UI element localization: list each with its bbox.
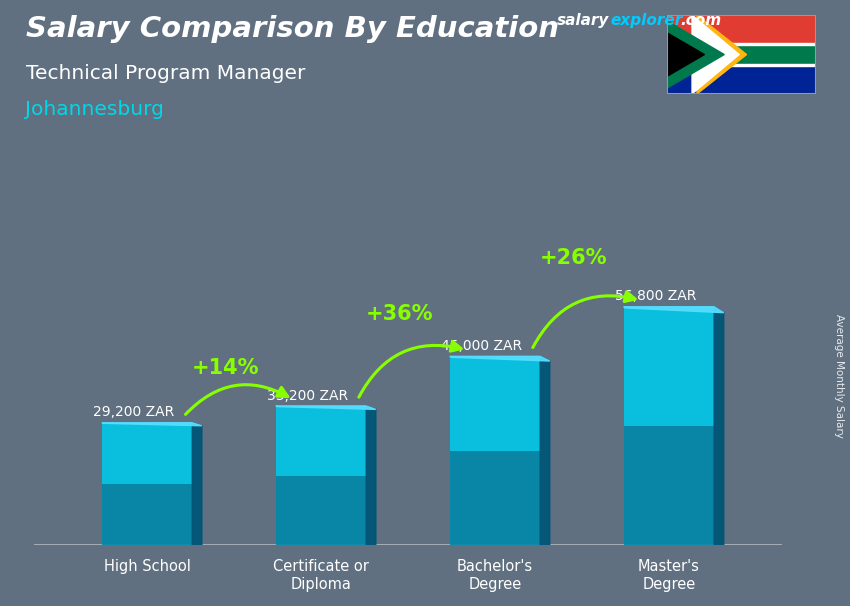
Text: 29,200 ZAR: 29,200 ZAR bbox=[94, 405, 174, 419]
Text: 56,800 ZAR: 56,800 ZAR bbox=[615, 290, 696, 304]
Bar bbox=[450, 356, 541, 451]
Polygon shape bbox=[192, 423, 201, 545]
Text: Technical Program Manager: Technical Program Manager bbox=[26, 64, 305, 82]
Polygon shape bbox=[692, 15, 740, 94]
Text: Salary Comparison By Education: Salary Comparison By Education bbox=[26, 15, 558, 43]
Bar bbox=[102, 423, 192, 484]
Text: explorer: explorer bbox=[610, 13, 683, 28]
Bar bbox=[275, 476, 366, 545]
Polygon shape bbox=[541, 356, 550, 545]
Text: .com: .com bbox=[680, 13, 721, 28]
Polygon shape bbox=[624, 307, 723, 313]
Polygon shape bbox=[450, 356, 550, 361]
Text: Johannesburg: Johannesburg bbox=[26, 100, 164, 119]
Bar bbox=[450, 451, 541, 545]
Bar bbox=[667, 15, 816, 55]
Text: +14%: +14% bbox=[191, 358, 259, 378]
Bar bbox=[667, 64, 816, 67]
Bar bbox=[667, 55, 816, 94]
Text: +36%: +36% bbox=[366, 304, 433, 324]
Text: +26%: +26% bbox=[540, 248, 607, 268]
Text: salary: salary bbox=[557, 13, 609, 28]
Bar bbox=[624, 307, 714, 426]
Polygon shape bbox=[667, 21, 724, 88]
Text: 45,000 ZAR: 45,000 ZAR bbox=[441, 339, 522, 353]
Bar bbox=[275, 406, 366, 476]
Bar bbox=[624, 426, 714, 545]
Text: Average Monthly Salary: Average Monthly Salary bbox=[834, 314, 844, 438]
Text: 33,200 ZAR: 33,200 ZAR bbox=[267, 388, 348, 402]
Bar bbox=[667, 42, 816, 45]
Polygon shape bbox=[667, 33, 705, 76]
Bar bbox=[667, 45, 816, 64]
Polygon shape bbox=[102, 423, 201, 426]
Polygon shape bbox=[714, 307, 723, 545]
Polygon shape bbox=[697, 15, 746, 94]
Polygon shape bbox=[366, 406, 376, 545]
Bar bbox=[102, 484, 192, 545]
Polygon shape bbox=[275, 406, 376, 410]
